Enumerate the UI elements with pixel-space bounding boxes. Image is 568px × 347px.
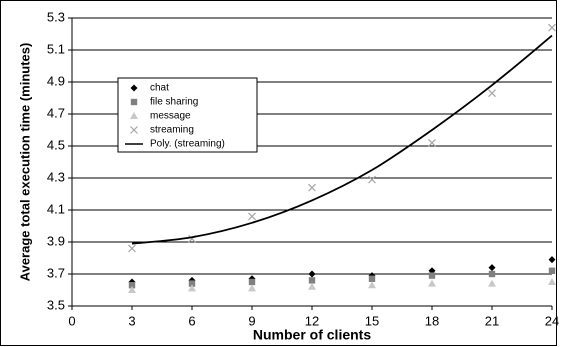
x-axis-title: Number of clients <box>253 327 371 343</box>
x-tick-label: 12 <box>305 313 319 328</box>
point <box>488 279 496 287</box>
point <box>428 279 436 287</box>
y-tick-label: 4.3 <box>47 169 65 184</box>
point <box>248 284 256 292</box>
point <box>548 23 556 32</box>
legend-label: Poly. (streaming) <box>150 139 225 150</box>
y-tick-label: 4.9 <box>47 73 65 88</box>
point <box>248 278 256 286</box>
y-tick-label: 3.5 <box>47 297 65 312</box>
point <box>308 183 316 192</box>
point <box>188 280 196 287</box>
legend-label: message <box>150 111 191 122</box>
point <box>548 256 556 264</box>
point <box>308 270 316 278</box>
y-tick-label: 5.3 <box>47 9 65 24</box>
point <box>128 286 136 293</box>
legend-swatch <box>130 98 138 106</box>
legend-swatch <box>130 84 138 92</box>
legend-swatch <box>130 112 138 119</box>
point <box>308 282 316 290</box>
point <box>488 264 496 272</box>
legend-label: chat <box>150 83 169 94</box>
point <box>368 281 376 289</box>
legend-swatch <box>130 126 138 134</box>
x-tick-label: 18 <box>425 313 439 328</box>
x-tick-label: 9 <box>248 313 255 328</box>
y-tick-label: 5.1 <box>47 41 65 56</box>
x-tick-label: 24 <box>545 313 559 328</box>
y-tick-label: 3.7 <box>47 265 65 280</box>
legend-label: streaming <box>150 125 194 136</box>
y-tick-label: 3.9 <box>47 233 65 248</box>
x-tick-label: 15 <box>365 313 379 328</box>
x-tick-label: 0 <box>68 313 75 328</box>
point <box>128 244 136 253</box>
y-tick-label: 4.7 <box>47 105 65 120</box>
legend: chat file sharing message streaming Poly. (s… <box>117 77 258 153</box>
point <box>548 267 556 274</box>
point <box>428 138 436 147</box>
y-axis-title: Average total execution time (minutes) <box>17 43 32 282</box>
point <box>428 272 436 279</box>
legend-label: file sharing <box>150 97 198 108</box>
point <box>488 270 496 278</box>
y-tick-label: 4.1 <box>47 201 65 216</box>
x-tick-label: 21 <box>485 313 499 328</box>
chart-frame <box>0 0 557 346</box>
trend-line <box>131 34 553 245</box>
y-tick-label: 4.5 <box>47 137 65 152</box>
point <box>308 277 316 284</box>
point <box>248 212 256 221</box>
point <box>548 278 556 285</box>
point <box>188 284 196 292</box>
point <box>368 175 376 184</box>
point <box>128 282 136 289</box>
point <box>368 275 376 282</box>
x-tick-label: 3 <box>128 313 135 328</box>
legend-box <box>117 77 258 153</box>
x-tick-label: 6 <box>188 313 195 328</box>
point <box>488 89 496 98</box>
